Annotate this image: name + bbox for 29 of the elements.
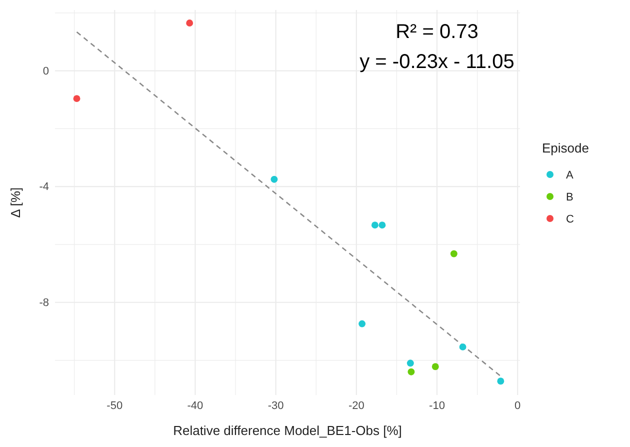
y-tick-label: -8 — [39, 296, 49, 309]
legend-label: C — [566, 214, 574, 226]
annotation: y = -0.23x - 11.05 — [360, 51, 514, 73]
legend-title: Episode — [542, 140, 589, 156]
point — [432, 363, 439, 370]
point — [378, 222, 386, 229]
point — [371, 222, 378, 229]
point — [406, 360, 414, 367]
point — [450, 250, 458, 258]
point — [408, 368, 415, 376]
y-tick-label: -4 — [39, 181, 49, 194]
y-axis-title: Δ [%] — [8, 187, 23, 218]
point — [497, 378, 504, 385]
x-tick-label: 0 — [514, 400, 521, 412]
x-tick-label: -10 — [429, 400, 445, 412]
x-tick-label: -40 — [187, 400, 204, 412]
point — [73, 95, 80, 102]
point — [459, 343, 466, 350]
x-axis-title: Relative difference Model_BE1-Obs [%] — [173, 423, 402, 438]
y-tick-label: 0 — [42, 65, 49, 78]
annotation: R² = 0.73 — [396, 21, 478, 43]
legend-label: A — [566, 170, 574, 182]
legend-label: B — [566, 192, 574, 204]
x-tick-label: -50 — [106, 400, 123, 412]
point — [270, 176, 278, 183]
point — [186, 20, 194, 26]
point — [358, 320, 366, 328]
x-tick-label: -20 — [348, 400, 364, 412]
x-tick-label: -30 — [268, 400, 284, 412]
